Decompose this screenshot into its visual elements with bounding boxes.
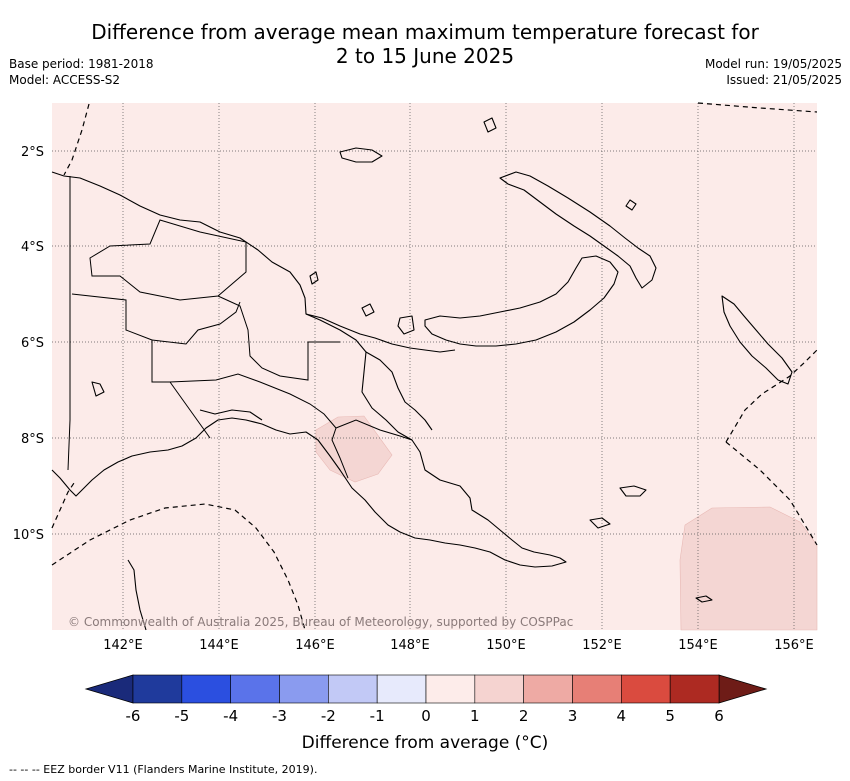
map-title: Difference from average mean maximum tem… xyxy=(0,20,850,68)
colorbar-tick-label: -4 xyxy=(223,707,238,725)
colorbar-tick-label: 5 xyxy=(665,707,675,725)
meta-left: Base period: 1981-2018 Model: ACCESS-S2 xyxy=(9,56,154,88)
lon-label: 152°E xyxy=(582,638,622,653)
colorbar-tick-label: 1 xyxy=(470,707,480,725)
anomaly-patch-east xyxy=(679,506,818,631)
colorbar-tick-label: -5 xyxy=(174,707,189,725)
lon-label: 142°E xyxy=(103,638,143,653)
title-line-1: Difference from average mean maximum tem… xyxy=(91,20,759,44)
colorbar-cell xyxy=(669,674,720,704)
model-name: Model: ACCESS-S2 xyxy=(9,73,121,87)
colorbar-tick-label: 6 xyxy=(714,707,724,725)
coastlines xyxy=(51,117,793,631)
lat-label: 8°S xyxy=(21,432,44,447)
lon-label: 156°E xyxy=(774,638,814,653)
title-line-2: 2 to 15 June 2025 xyxy=(335,44,515,68)
colorbar-cell xyxy=(425,674,476,704)
lat-label: 4°S xyxy=(21,240,44,255)
colorbar-tick-label: 2 xyxy=(519,707,529,725)
colorbar-cell xyxy=(230,674,280,704)
eez-legend: -- -- -- EEZ border V11 (Flanders Marine… xyxy=(9,763,318,776)
colorbar-under-arrow xyxy=(84,674,134,704)
colorbar-cell xyxy=(376,674,427,704)
borders xyxy=(67,176,413,479)
colorbar-cell xyxy=(523,674,573,704)
lat-label: 10°S xyxy=(13,528,44,543)
colorbar-tick-label: 0 xyxy=(421,707,431,725)
base-period: Base period: 1981-2018 xyxy=(9,57,154,71)
colorbar-tick-label: 3 xyxy=(568,707,578,725)
graticule xyxy=(52,103,817,630)
lat-labels: 2°S 4°S 6°S 8°S 10°S xyxy=(13,145,44,543)
lon-labels: 142°E 144°E 146°E 148°E 150°E 152°E 154°… xyxy=(103,638,814,653)
colorbar-cell xyxy=(181,674,231,704)
colorbar-cell xyxy=(621,674,671,704)
colorbar: -6 -5 -4 -3 -2 -1 0 1 2 3 4 5 6 xyxy=(84,674,768,725)
colorbar-over-arrow xyxy=(718,674,768,704)
eez-borders xyxy=(51,102,818,631)
colorbar-title: Difference from average (°C) xyxy=(301,733,549,753)
colorbar-tick-label: -2 xyxy=(321,707,336,725)
meta-right: Model run: 19/05/2025 Issued: 21/05/2025 xyxy=(705,56,842,88)
lon-label: 146°E xyxy=(295,638,335,653)
colorbar-cell xyxy=(279,674,329,704)
colorbar-cell xyxy=(132,674,183,704)
lat-label: 2°S xyxy=(21,145,44,160)
colorbar-tick-label: -1 xyxy=(370,707,385,725)
colorbar-cell xyxy=(572,674,622,704)
lon-label: 154°E xyxy=(678,638,718,653)
lon-label: 148°E xyxy=(390,638,430,653)
colorbar-tick-label: -6 xyxy=(126,707,141,725)
copyright-credit: © Commonwealth of Australia 2025, Bureau… xyxy=(68,615,573,629)
colorbar-cell xyxy=(474,674,524,704)
colorbar-tick-label: -3 xyxy=(272,707,287,725)
lon-label: 144°E xyxy=(199,638,239,653)
lon-label: 150°E xyxy=(486,638,526,653)
lat-label: 6°S xyxy=(21,336,44,351)
colorbar-cell xyxy=(328,674,378,704)
issued-date: Issued: 21/05/2025 xyxy=(726,73,842,87)
model-run: Model run: 19/05/2025 xyxy=(704,57,842,71)
colorbar-tick-label: 4 xyxy=(617,707,627,725)
